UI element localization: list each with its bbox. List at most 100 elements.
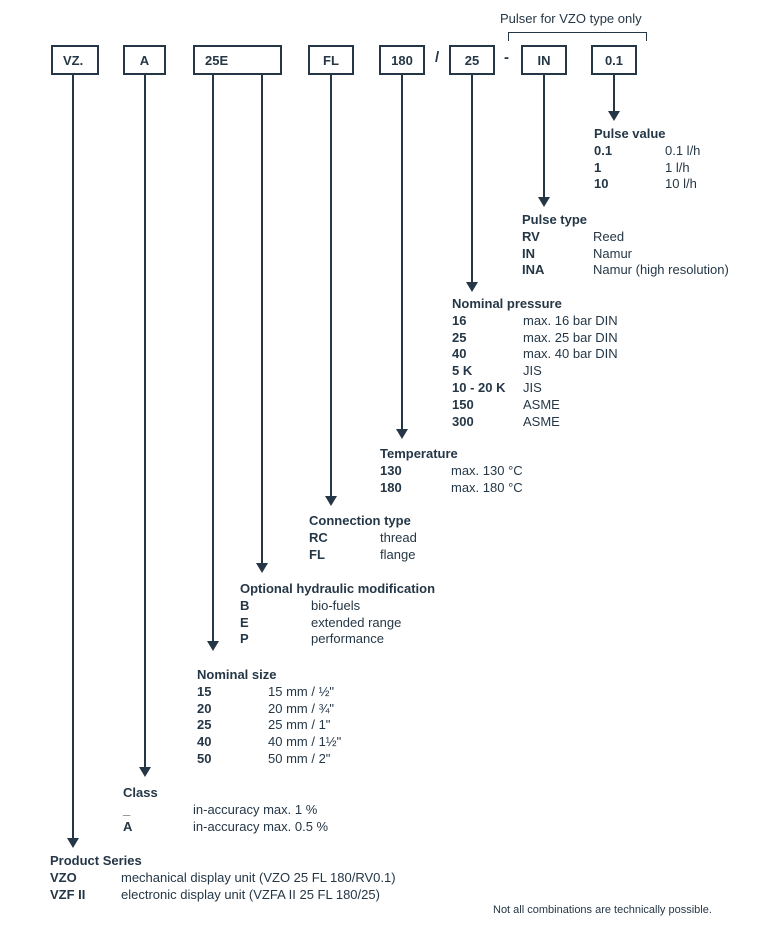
group-pulse-type: Pulse type RV Reed IN Namur INA Namur (high re… [522,212,729,279]
option-row: 150 ASME [452,397,562,414]
option-row: FL flange [309,546,415,564]
arrow-class [139,767,151,777]
connector-pulse-value [613,75,615,111]
connector-connection [330,75,332,496]
group-title: Nominal size [197,667,277,682]
option-row: 1 1 l/h [594,160,690,177]
arrow-size [207,641,219,651]
option-row: 25 25 mm / 1" [197,717,330,734]
group-title: Pulse value [594,126,666,141]
option-description: extended range [311,614,402,630]
dash-separator: - [504,49,509,66]
option-description: 20 mm / ¾" [268,700,335,716]
pulser-bracket [508,32,647,41]
option-code: P [240,631,249,647]
option-row: 16 max. 16 bar DIN [452,312,618,330]
option-code: A [123,818,133,834]
connector-series [72,75,74,838]
option-code: 130 [380,462,402,478]
option-description: 10 l/h [665,176,697,192]
code-box-pulse-type: IN [521,45,567,75]
option-code: VZO [50,869,77,885]
option-row: 300 ASME [452,414,562,431]
arrow-series [67,838,79,848]
option-description: 15 mm / ½" [268,683,335,699]
arrow-pulse-value [608,111,620,121]
option-description: max. 40 bar DIN [523,346,618,362]
option-row: RV Reed [522,229,624,246]
option-row: 40 40 mm / 1½" [197,734,341,751]
group-title: Pulse type [522,212,588,227]
option-description: JIS [523,379,542,395]
option-code: 0.1 [594,142,613,158]
option-description: max. 180 °C [451,479,523,495]
arrow-hydraulic-mod [256,563,268,573]
option-row: VZO mechanical display unit (VZO 25 FL 18… [50,869,396,887]
option-description: 50 mm / 2" [268,750,331,766]
option-description: Namur [593,245,633,261]
group-product-series: Product Series VZO mechanical display unit… [50,853,396,903]
option-description: 25 mm / 1" [268,717,331,733]
option-code: VZF II [50,886,86,902]
option-code: 20 [197,700,212,716]
option-code: 16 [452,312,467,328]
footnote: Not all combinations are technically pos… [493,904,712,916]
arrow-pressure [466,282,478,292]
option-code: 10 - 20 K [452,379,506,395]
code-box-connection: FL [308,45,354,75]
option-row: 10 - 20 K JIS [452,380,562,397]
pulser-note: Pulser for VZO type only [500,11,642,26]
arrow-connection [325,496,337,506]
option-description: JIS [523,363,542,379]
code-box-temperature: 180 [379,45,425,75]
option-row: 180 max. 180 °C [380,479,523,497]
option-code: 180 [380,479,402,495]
option-description: ASME [523,413,560,429]
option-description: ASME [523,396,560,412]
option-row: _ in-accuracy max. 1 % [123,801,317,819]
option-description: Reed [593,228,625,244]
option-code: 15 [197,683,212,699]
option-code: 25 [197,717,212,733]
connector-size [212,75,214,641]
option-code: 5 K [452,363,473,379]
option-row: 50 50 mm / 2" [197,751,330,768]
connector-class [144,75,146,767]
group-connection-type: Connection type RC thread FL flange [309,513,417,564]
group-title: Nominal pressure [452,296,562,311]
option-code: 40 [452,346,467,362]
option-code: FL [309,546,325,562]
connector-pulse-type [543,75,545,197]
option-code: _ [123,801,131,817]
option-row: 40 max. 40 bar DIN [452,346,618,363]
option-row: 10 10 l/h [594,176,697,193]
option-code: 300 [452,413,474,429]
group-title: Temperature [380,446,458,461]
code-box-pulse-value: 0.1 [591,45,637,75]
option-row: 5 K JIS [452,363,562,380]
group-title: Product Series [50,853,142,868]
option-row: 15 15 mm / ½" [197,683,334,701]
option-description: max. 130 °C [451,462,523,478]
slash-separator: / [435,49,440,66]
option-row: RC thread [309,530,417,547]
option-row: INA Namur (high resolution) [522,262,729,279]
option-code: E [240,614,249,630]
option-description: 40 mm / 1½" [268,734,342,750]
connector-temperature [401,75,403,429]
option-description: in-accuracy max. 0.5 % [193,818,329,834]
option-description: mechanical display unit (VZO 25 FL 180/R… [121,869,396,885]
connector-pressure [471,75,473,282]
option-description: electronic display unit (VZFA II 25 FL 1… [121,886,380,902]
arrow-pulse-type [538,197,550,207]
option-row: 0.1 0.1 l/h [594,142,700,160]
option-description: bio-fuels [311,597,361,613]
group-title: Connection type [309,513,411,528]
option-description: flange [380,546,416,562]
